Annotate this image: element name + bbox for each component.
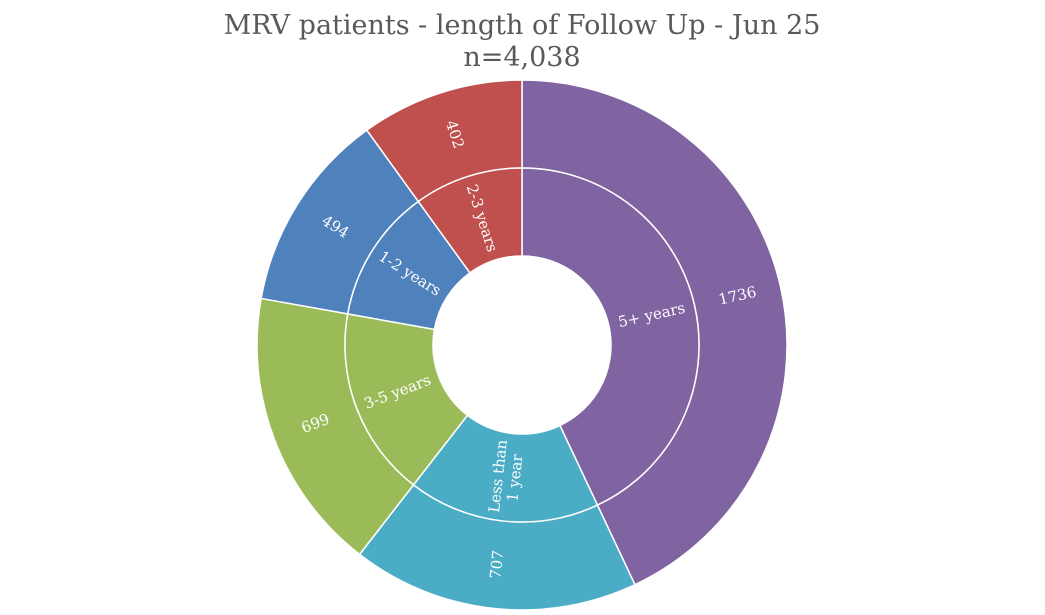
inner-slice-3-5-years	[344, 313, 469, 486]
inner-slice-2-3-years	[417, 167, 523, 274]
inner-ring	[344, 167, 700, 523]
inner-slice-5-years	[521, 167, 700, 507]
value-label-less-than-1-year: 707	[486, 549, 507, 579]
inner-slice-less-than-1-year	[412, 414, 599, 523]
outer-ring	[256, 79, 788, 611]
chart-subtitle: n=4,038	[463, 42, 580, 73]
chart-title: MRV patients - length of Follow Up - Jun…	[224, 10, 821, 41]
